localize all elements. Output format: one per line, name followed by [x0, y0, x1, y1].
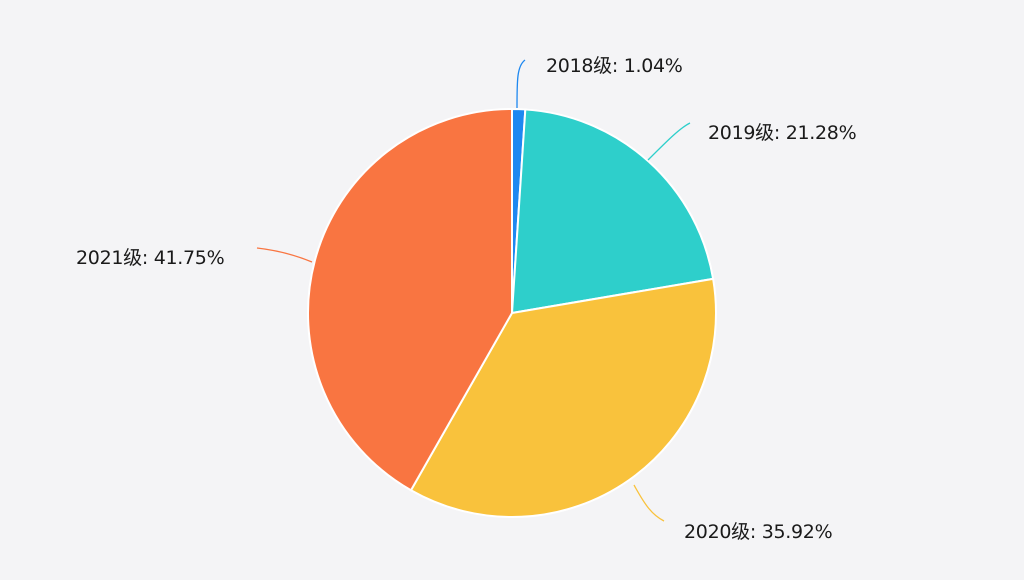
pie-slice-2021 [307, 107, 513, 492]
leader-lines [256, 59, 691, 522]
label-2021: 2021级: 41.75% [76, 247, 225, 269]
leader-line-2021 [256, 247, 313, 263]
label-2019: 2019级: 21.28% [708, 122, 857, 144]
leader-line-2019 [647, 122, 691, 161]
label-2020: 2020级: 35.92% [684, 521, 833, 543]
pie-slice-2019 [510, 108, 715, 315]
pie-slice-2020 [409, 277, 717, 518]
leader-line-2018 [516, 59, 526, 109]
label-2018: 2018级: 1.04% [546, 55, 683, 77]
leader-line-2020 [633, 484, 665, 522]
pie-slices [307, 107, 717, 518]
